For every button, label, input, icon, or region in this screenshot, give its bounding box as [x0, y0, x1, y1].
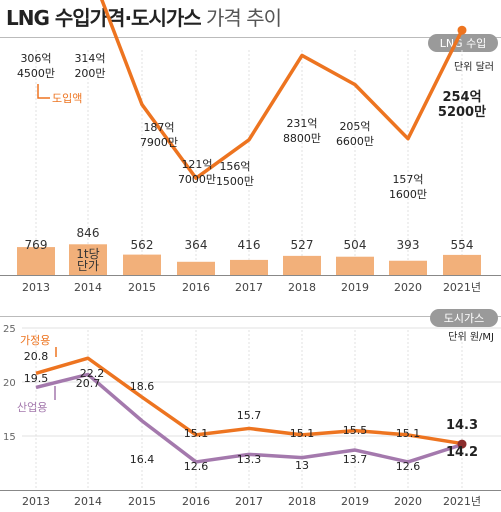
gas-line-household	[35, 356, 463, 446]
lng-bar	[69, 244, 107, 275]
lng-x-tick: 2014	[74, 281, 102, 294]
lng-bar	[123, 254, 161, 275]
gas-y-tick: 25	[3, 324, 16, 335]
lng-badge-label: LNG 수입	[440, 37, 487, 50]
gas-x-tick: 2013	[22, 495, 50, 508]
gas-industrial-label: 13.3	[237, 453, 262, 466]
lng-bar	[17, 247, 55, 275]
lng-value-label: 156억 1500만	[216, 160, 254, 188]
lng-value-label: 231억 8800만	[283, 117, 321, 145]
city-gas-badge	[430, 309, 498, 327]
gas-household-label: 22.2	[80, 367, 105, 380]
lng-bar-label: 769	[25, 238, 48, 252]
lng-bar-label: 393	[397, 238, 420, 252]
unit-price-note: 단가	[77, 259, 99, 273]
gas-household-label: 15.7	[237, 409, 262, 422]
lng-bar	[177, 261, 215, 275]
lng-callout-line	[37, 84, 50, 99]
gas-industrial-label: 13	[295, 459, 309, 472]
lng-value-label: 121억 7000만	[178, 158, 216, 186]
lng-bar-label: 846	[77, 226, 100, 240]
lng-x-tick: 2016	[182, 281, 210, 294]
gas-x-tick: 2015	[128, 495, 156, 508]
gas-y-tick: 20	[3, 378, 16, 389]
gas-household-label: 15.1	[396, 427, 421, 440]
gas-household-series-label: 가정용	[20, 334, 50, 347]
lng-x-tick: 2019	[341, 281, 369, 294]
lng-x-tick: 2018	[288, 281, 316, 294]
gas-last-point	[457, 439, 467, 449]
lng-bar-label: 527	[291, 238, 314, 252]
lng-x-tick: 2017	[235, 281, 263, 294]
gas-industrial-label: 12.6	[184, 460, 209, 473]
lng-last-point	[457, 25, 467, 35]
lng-value-label: 306억 4500만	[17, 52, 55, 80]
title-main: LNG 수입가격·도시가스	[6, 6, 202, 30]
gas-household-label: 18.6	[130, 380, 155, 393]
gas-industrial-series-label: 산업용	[17, 401, 47, 414]
lng-bar	[443, 254, 481, 275]
title-sub: 가격 추이	[206, 6, 282, 30]
city-gas-badge-label: 도시가스	[444, 312, 484, 325]
gas-industrial-label: 14.2	[446, 445, 478, 460]
lng-value-label: 254억 5200만	[438, 90, 486, 120]
gas-x-tick: 2014	[74, 495, 102, 508]
gas-household-label: 15.5	[343, 424, 368, 437]
gas-x-tick: 2018	[288, 495, 316, 508]
lng-bar-label: 504	[344, 238, 367, 252]
lng-value-label: 314억 200만	[74, 52, 105, 80]
lng-value-label: 187억 7900만	[140, 121, 178, 149]
lng-x-tick: 2015	[128, 281, 156, 294]
gas-x-tick: 2017	[235, 495, 263, 508]
gas-industrial-label: 13.7	[343, 453, 368, 466]
gas-x-tick: 2019	[341, 495, 369, 508]
gas-industrial-label: 19.5	[24, 372, 49, 385]
lng-bar	[389, 260, 427, 275]
gas-household-label: 20.8	[24, 350, 49, 363]
lng-x-tick: 2020	[394, 281, 422, 294]
lng-bar-label: 562	[131, 238, 154, 252]
gas-x-tick: 2021년	[443, 495, 481, 508]
gas-household-label: 15.1	[184, 427, 209, 440]
gas-x-tick: 2020	[394, 495, 422, 508]
lng-unit-label: 단위 달러	[454, 60, 494, 73]
gas-industrial-label: 16.4	[130, 453, 155, 466]
lng-line	[100, 0, 464, 180]
gas-y-tick: 15	[3, 432, 16, 443]
lng-x-tick: 2013	[22, 281, 50, 294]
lng-bar-label: 554	[451, 238, 474, 252]
lng-bar	[230, 259, 268, 275]
lng-bar	[283, 255, 321, 275]
unit-price-note: 1t당	[76, 247, 99, 261]
gas-household-label: 14.3	[446, 418, 478, 433]
lng-bar	[336, 256, 374, 275]
lng-value-label: 205억 6600만	[336, 120, 374, 148]
lng-series-label: 도입액	[52, 92, 82, 105]
gas-household-label: 15.1	[290, 427, 315, 440]
gas-line-industrial	[35, 372, 463, 464]
lng-badge	[428, 34, 498, 52]
chart-title: LNG 수입가격·도시가스 가격 추이	[6, 2, 282, 31]
gas-x-tick: 2016	[182, 495, 210, 508]
gas-industrial-label: 12.6	[396, 460, 421, 473]
lng-x-tick: 2021년	[443, 281, 481, 294]
gas-industrial-label: 20.7	[76, 377, 101, 390]
lng-value-label: 157억 1600만	[389, 173, 427, 201]
lng-bar-label: 416	[238, 238, 261, 252]
lng-bar-label: 364	[185, 238, 208, 252]
city-gas-unit-label: 단위 원/MJ	[448, 330, 494, 343]
